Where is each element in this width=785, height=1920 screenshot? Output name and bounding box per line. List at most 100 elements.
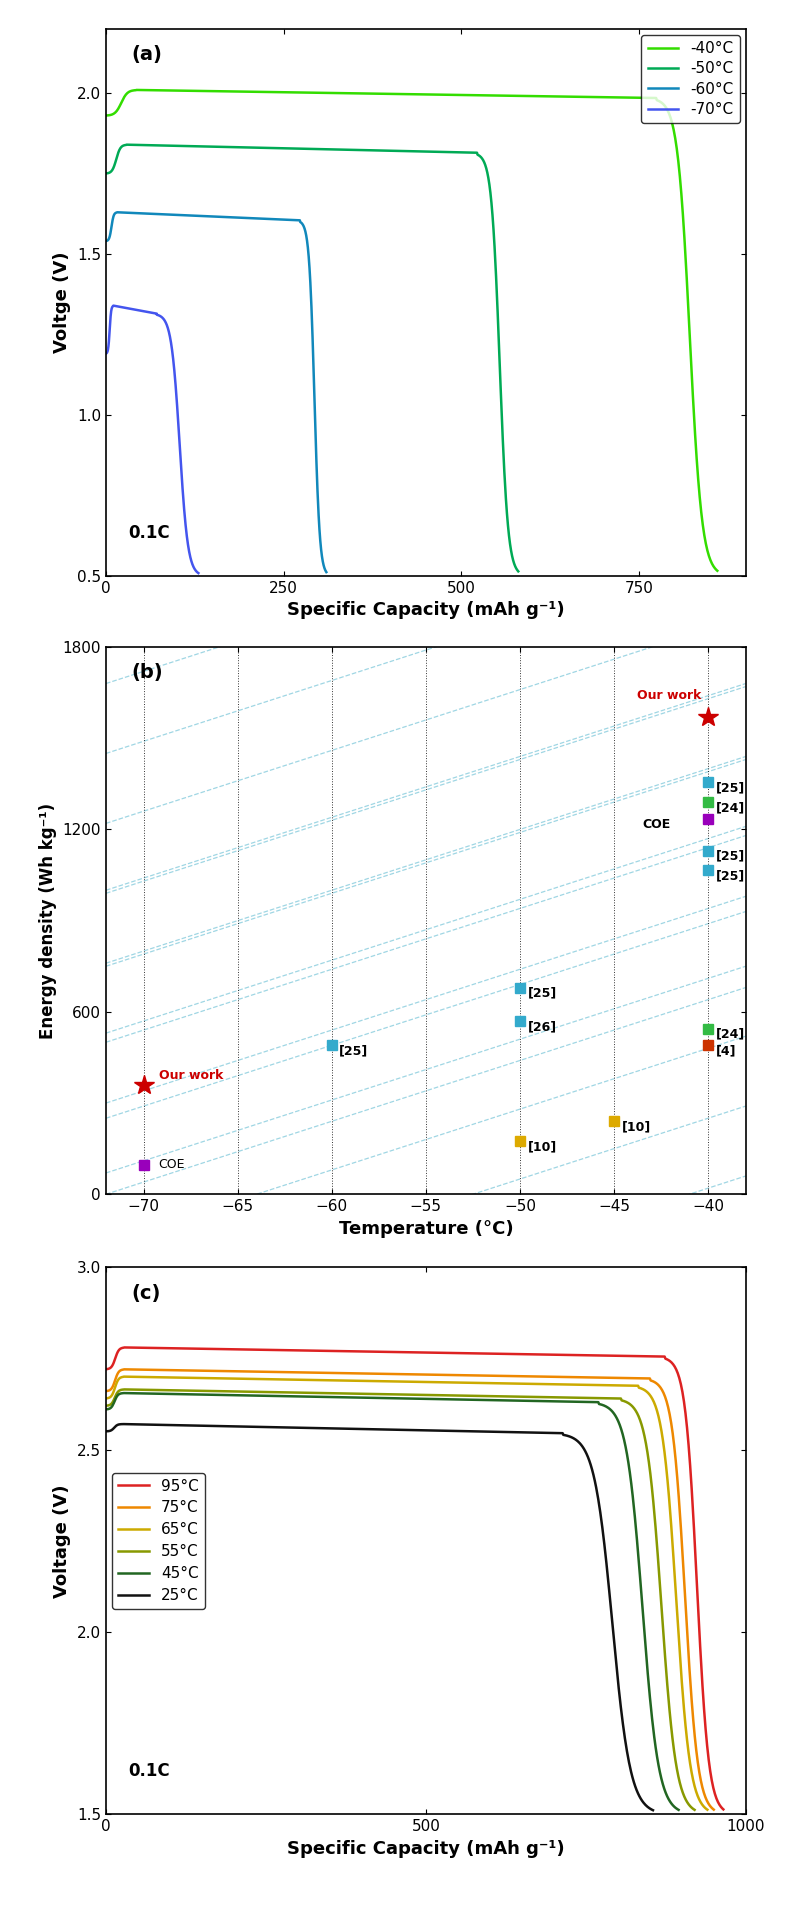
Line: 65°C: 65°C [106,1377,707,1811]
55°C [138,1379,148,1402]
X-axis label: Temperature (°C): Temperature (°C) [338,1219,513,1238]
-40°C [140,79,149,102]
Text: 0.1C: 0.1C [129,1763,170,1780]
-50°C [457,140,466,163]
-60°C [322,561,331,584]
Line: -70°C: -70°C [106,305,199,572]
65°C [467,1371,476,1394]
65°C [558,1373,568,1396]
-50°C [101,161,111,184]
75°C [626,1367,635,1390]
Line: 45°C: 45°C [106,1394,678,1811]
25°C [118,1413,127,1436]
Line: 25°C: 25°C [106,1425,653,1811]
95°C [101,1357,111,1380]
Y-axis label: Voltge (V): Voltge (V) [53,252,71,353]
45°C [101,1398,111,1421]
-60°C [101,230,111,253]
Text: 0.1C: 0.1C [129,524,170,541]
-70°C [194,561,203,584]
-50°C [127,132,137,156]
Legend: -40°C, -50°C, -60°C, -70°C: -40°C, -50°C, -60°C, -70°C [641,35,739,123]
Line: 95°C: 95°C [106,1348,723,1809]
Y-axis label: Energy density (Wh kg⁻¹): Energy density (Wh kg⁻¹) [39,803,57,1039]
-70°C [171,382,181,405]
Text: Our work: Our work [159,1069,223,1081]
25°C [648,1799,658,1822]
Text: [26]: [26] [528,1020,557,1033]
Line: 75°C: 75°C [106,1369,714,1811]
65°C [119,1365,129,1388]
45°C [137,1382,147,1405]
Text: COE: COE [159,1158,185,1171]
45°C [450,1388,459,1411]
75°C [119,1357,129,1380]
65°C [139,1365,148,1388]
-60°C [242,207,251,230]
Line: -50°C: -50°C [106,144,518,572]
95°C [476,1342,486,1365]
Line: -40°C: -40°C [106,90,717,570]
45°C [595,1392,604,1415]
Line: -60°C: -60°C [106,213,327,572]
-40°C [629,86,638,109]
95°C [140,1336,149,1359]
-70°C [108,294,118,317]
Text: [24]: [24] [716,801,745,814]
25°C [451,1419,460,1442]
-70°C [160,309,170,332]
-50°C [341,138,351,161]
45°C [435,1388,444,1411]
45°C [119,1382,128,1405]
75°C [471,1363,480,1386]
75°C [139,1357,148,1380]
-70°C [181,515,191,538]
55°C [459,1384,469,1407]
Text: [4]: [4] [716,1044,736,1058]
25°C [101,1419,111,1442]
95°C [120,1336,130,1359]
-50°C [513,561,523,584]
Text: (a): (a) [132,46,162,63]
-50°C [414,140,424,163]
55°C [690,1799,699,1822]
-70°C [158,305,167,328]
65°C [620,1375,630,1398]
95°C [570,1344,579,1367]
Text: [25]: [25] [716,851,745,862]
65°C [703,1799,712,1822]
-60°C [115,202,125,225]
55°C [119,1379,129,1402]
-40°C [491,84,501,108]
75°C [101,1380,111,1404]
75°C [489,1365,498,1388]
25°C [517,1421,526,1444]
-40°C [473,84,483,108]
25°C [573,1430,582,1453]
Text: [10]: [10] [528,1140,557,1154]
Y-axis label: Voltage (V): Voltage (V) [53,1484,71,1597]
95°C [495,1342,505,1365]
55°C [101,1394,111,1417]
-40°C [566,84,575,108]
55°C [444,1384,453,1407]
65°C [101,1386,111,1409]
65°C [485,1371,495,1394]
45°C [467,1388,476,1411]
-70°C [107,298,116,321]
55°C [549,1386,558,1409]
Text: [25]: [25] [339,1044,368,1058]
95°C [633,1344,643,1367]
Text: COE: COE [642,818,670,831]
45°C [674,1799,683,1822]
Text: [24]: [24] [716,1027,745,1041]
95°C [718,1797,728,1820]
25°C [434,1419,444,1442]
Text: [10]: [10] [622,1121,651,1133]
-50°C [122,132,131,156]
Text: Our work: Our work [637,689,701,701]
-40°C [457,83,466,106]
Text: (c): (c) [132,1284,161,1302]
-60°C [268,207,278,230]
Line: 55°C: 55°C [106,1390,695,1811]
